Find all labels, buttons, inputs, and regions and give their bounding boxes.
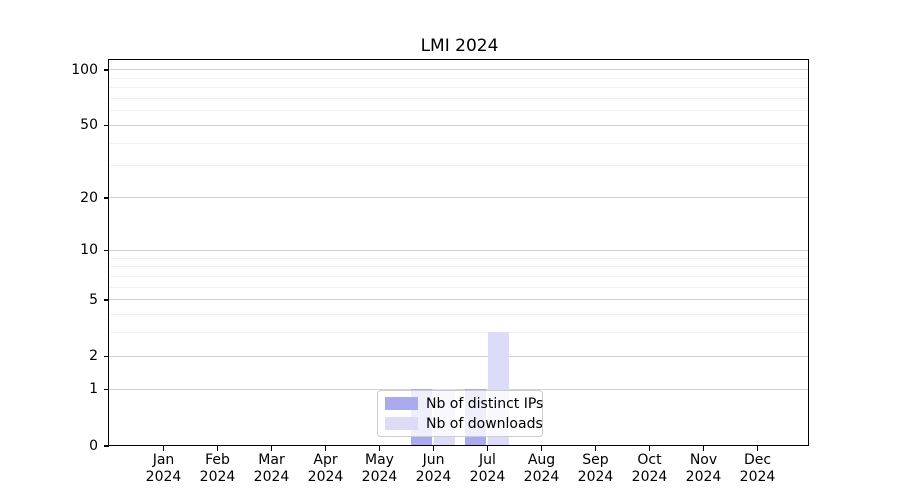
y-tick-mark-100 xyxy=(104,69,109,71)
gridline-y-60 xyxy=(109,110,809,112)
gridline-y-5 xyxy=(109,299,809,301)
gridline-y-50 xyxy=(109,124,809,126)
x-tick-mark-0 xyxy=(162,446,165,451)
legend-item-downloads: Nb of downloads xyxy=(385,416,543,432)
x-tick-mark-3 xyxy=(324,446,327,451)
gridline-y-2 xyxy=(109,355,809,357)
x-tick-mark-4 xyxy=(378,446,381,451)
plot-area xyxy=(108,59,810,447)
x-tick-label-oct: Oct 2024 xyxy=(631,452,668,485)
gridline-y-3 xyxy=(109,332,809,334)
x-tick-label-jan: Jan 2024 xyxy=(145,452,182,485)
y-tick-label-20: 20 xyxy=(80,189,98,206)
legend-swatch-distinct-ips-icon xyxy=(385,397,418,410)
gridline-y-9 xyxy=(109,257,809,259)
y-tick-label-10: 10 xyxy=(80,242,98,259)
chart-title: LMI 2024 xyxy=(420,36,499,56)
x-tick-mark-11 xyxy=(756,446,759,451)
y-tick-label-50: 50 xyxy=(80,117,98,134)
y-tick-mark-10 xyxy=(104,249,109,252)
x-tick-label-jul: Jul 2024 xyxy=(469,452,506,485)
y-tick-mark-50 xyxy=(104,125,109,127)
gridline-y-70 xyxy=(109,97,809,99)
x-tick-mark-2 xyxy=(270,446,273,451)
y-tick-label-2: 2 xyxy=(89,348,98,364)
gridline-y-8 xyxy=(109,266,809,268)
legend-label-distinct-ips: Nb of distinct IPs xyxy=(426,395,544,412)
gridlines-layer xyxy=(109,60,809,445)
x-tick-label-nov: Nov 2024 xyxy=(685,452,722,485)
gridline-y-4 xyxy=(109,314,809,316)
legend-item-distinct-ips: Nb of distinct IPs xyxy=(385,396,543,412)
x-tick-label-apr: Apr 2024 xyxy=(307,452,344,485)
gridline-y-80 xyxy=(109,87,809,89)
legend-swatch-downloads-icon xyxy=(385,417,418,430)
x-tick-label-aug: Aug 2024 xyxy=(523,452,560,485)
x-tick-label-may: May 2024 xyxy=(361,452,398,485)
x-tick-label-jun: Jun 2024 xyxy=(415,452,452,485)
bars-layer xyxy=(109,60,808,446)
x-tick-mark-10 xyxy=(702,446,705,451)
y-tick-mark-0 xyxy=(104,445,109,447)
y-tick-label-100: 100 xyxy=(71,61,98,78)
x-tick-label-mar: Mar 2024 xyxy=(253,452,290,485)
gridline-y-1 xyxy=(109,388,809,390)
x-tick-label-dec: Dec 2024 xyxy=(739,452,776,485)
y-tick-mark-1 xyxy=(104,388,109,391)
legend: Nb of distinct IPs Nb of downloads xyxy=(377,390,543,437)
gridline-y-90 xyxy=(109,77,809,79)
x-tick-mark-6 xyxy=(486,446,489,451)
x-tick-label-sep: Sep 2024 xyxy=(577,452,614,485)
gridline-y-40 xyxy=(109,142,809,144)
y-tick-label-5: 5 xyxy=(89,291,98,308)
y-tick-label-1: 1 xyxy=(89,381,98,397)
gridline-y-7 xyxy=(109,275,809,277)
legend-label-downloads: Nb of downloads xyxy=(426,415,543,432)
y-tick-mark-2 xyxy=(104,355,109,358)
x-tick-mark-9 xyxy=(648,446,651,451)
gridline-y-10 xyxy=(109,249,809,251)
y-tick-mark-5 xyxy=(104,299,109,301)
y-axis: 0 1 2 5 10 20 50 100 xyxy=(0,0,110,500)
x-tick-mark-8 xyxy=(594,446,597,451)
y-tick-label-0: 0 xyxy=(89,437,98,454)
x-tick-mark-1 xyxy=(216,446,219,451)
gridline-y-30 xyxy=(109,165,809,167)
x-tick-mark-5 xyxy=(432,446,435,451)
gridline-y-6 xyxy=(109,286,809,288)
gridline-y-100 xyxy=(109,69,809,71)
y-tick-mark-20 xyxy=(104,197,109,199)
x-tick-label-feb: Feb 2024 xyxy=(199,452,236,485)
x-tick-mark-7 xyxy=(540,446,543,451)
gridline-y-20 xyxy=(109,197,809,199)
